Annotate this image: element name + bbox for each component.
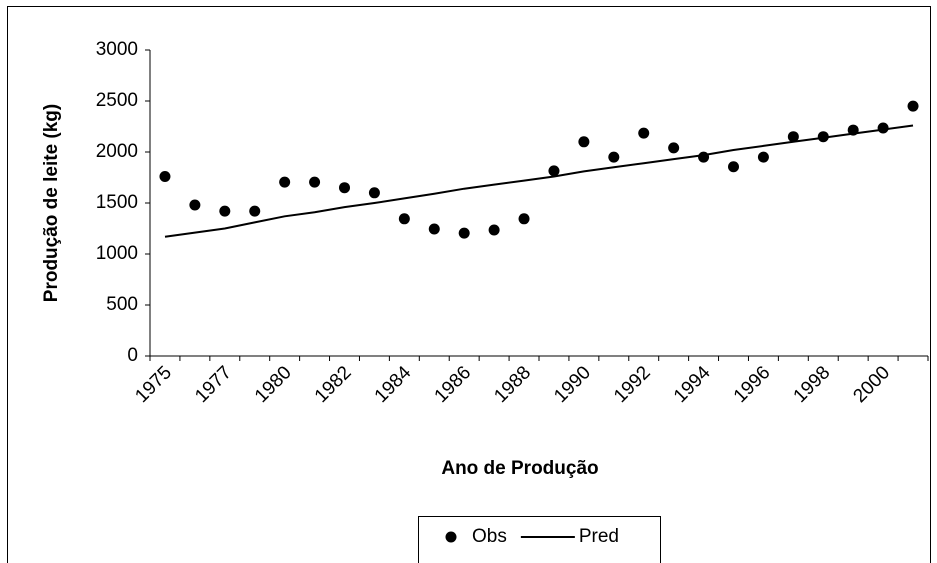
data-point	[339, 182, 350, 194]
legend-label: Obs	[472, 526, 507, 547]
data-point	[757, 151, 769, 163]
data-point	[638, 127, 650, 139]
data-point	[668, 142, 680, 154]
data-point	[279, 176, 291, 188]
data-point	[159, 170, 171, 182]
y-tick-label: 2500	[96, 90, 138, 111]
y-tick-label: 0	[127, 345, 138, 366]
data-point	[787, 131, 799, 143]
y-tick-label: 3000	[96, 39, 138, 60]
y-tick-label: 1000	[96, 243, 138, 264]
data-point	[548, 165, 560, 177]
y-tick-label: 1500	[96, 192, 138, 213]
chart-frame	[7, 6, 931, 563]
data-point	[398, 213, 410, 225]
data-point	[608, 151, 620, 163]
data-point	[368, 187, 380, 199]
data-point	[907, 100, 919, 112]
x-axis-title: Ano de Produção	[441, 458, 598, 479]
data-point	[249, 205, 261, 217]
legend	[418, 516, 661, 563]
data-point	[458, 227, 470, 239]
data-point	[488, 224, 500, 236]
data-point	[728, 161, 739, 173]
data-point	[698, 151, 710, 163]
data-point	[578, 136, 590, 148]
data-point	[428, 223, 440, 235]
legend-label: Pred	[579, 526, 619, 547]
data-point	[189, 199, 201, 211]
data-point	[309, 176, 321, 188]
series-line	[164, 124, 914, 238]
data-point	[877, 122, 889, 134]
y-tick-label: 2000	[96, 141, 138, 162]
y-axis-title: Produção de leite (kg)	[41, 104, 62, 302]
data-point	[518, 213, 530, 225]
legend-marker	[445, 531, 457, 543]
data-point	[219, 205, 231, 217]
y-tick-label: 500	[106, 294, 138, 315]
